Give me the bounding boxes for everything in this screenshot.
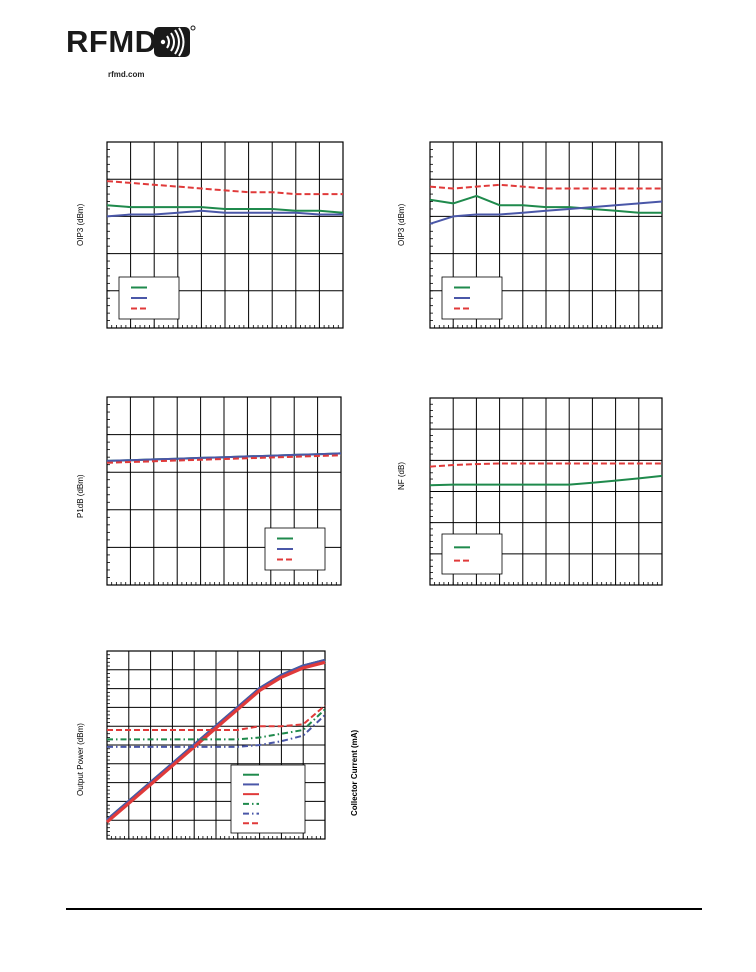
chart5-y-axis-label: Output Power (dBm) [76,723,85,796]
legend-box [118,276,180,320]
chart-legend [441,533,503,575]
series-line-red-dashed [107,704,326,731]
series-line-red-dashed [106,180,343,196]
series-line-red-solid [105,660,326,824]
chart2-oip3-plot [429,141,663,329]
series-line-blue-solid [429,200,663,225]
series-line-green-solid [429,194,662,214]
legend-box [441,276,503,320]
chart3-p1db-plot [106,396,342,586]
rfmd-logo-text: RFMD [66,24,158,59]
legend-box [230,764,306,834]
series-line-blue-solid [106,452,342,462]
legend-box [441,533,503,575]
chart3-y-axis-label: P1dB (dBm) [76,474,85,518]
chart2-y-axis-label: OIP3 (dBm) [397,203,406,246]
chart1-y-axis-label: OIP3 (dBm) [76,203,85,246]
chart4-nf-plot [429,397,663,586]
chart1-oip3-plot [106,141,344,329]
rfmd-logo-mark-icon [154,25,196,57]
chart-legend [230,764,306,834]
series-line-green-solid [429,474,663,487]
legend-box [264,527,326,571]
series-line-green-solid [106,204,344,214]
series-line-red-dashed [429,462,662,468]
footer-divider [66,908,702,910]
chart-legend [264,527,326,571]
series-line-red-dashed [106,454,342,464]
chart5-output-power-plot [105,650,326,840]
series-line-green-dashdot [107,708,326,741]
website-url: rfmd.com [108,70,145,79]
chart5-secondary-y-axis-label: Collector Current (mA) [350,729,359,816]
series-line-red-dashed [429,183,662,190]
series-line-blue-dashdot [107,714,326,748]
series-line-blue-solid [106,209,343,218]
chart-legend [441,276,503,320]
chart-legend [118,276,180,320]
chart4-y-axis-label: NF (dB) [397,462,406,490]
